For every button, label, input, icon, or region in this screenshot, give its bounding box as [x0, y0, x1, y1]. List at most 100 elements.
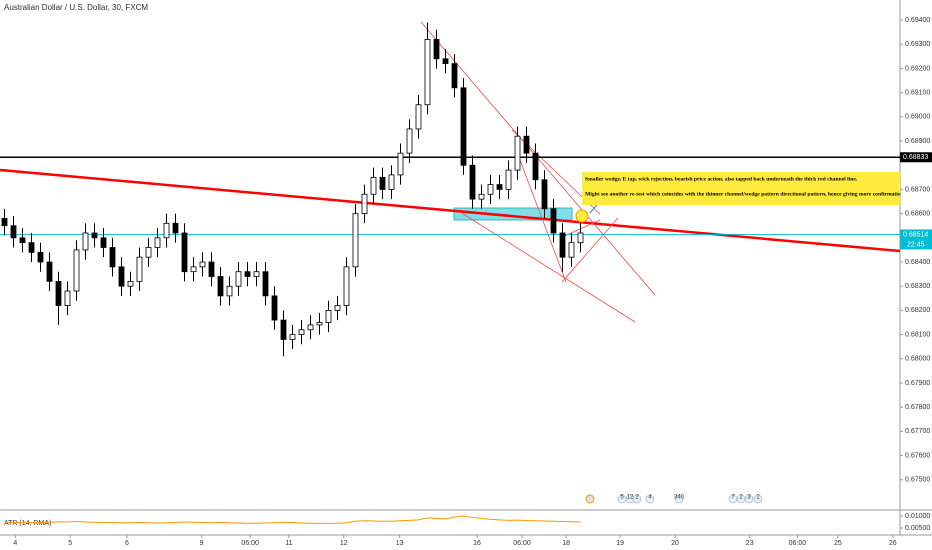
candle-body	[532, 152, 539, 181]
candle-body	[154, 237, 161, 248]
x-tick-label: 16	[473, 540, 481, 547]
candle-body	[64, 290, 71, 306]
y-tick-label: 0.00500	[905, 525, 930, 532]
y-tick-label: 0.68200	[905, 307, 930, 314]
event-icon	[585, 494, 595, 504]
candle-body	[172, 222, 179, 234]
event-label: 5	[620, 495, 624, 501]
candle-body	[109, 247, 116, 268]
annotation-text: Smaller wedge, E tap, wick rejection, be…	[585, 176, 858, 182]
candle-body	[262, 271, 269, 297]
event-label: 7	[731, 495, 735, 501]
candle-body	[469, 164, 476, 200]
event-label: 2	[635, 495, 639, 501]
event-label: 3	[747, 495, 751, 501]
candle-body	[523, 135, 530, 154]
candle-body	[496, 184, 503, 190]
annotation-text: Might see another re-test which coincide…	[585, 191, 901, 197]
price-label: 0.68514	[903, 231, 928, 238]
wedge-line	[561, 217, 619, 283]
x-tick-label: 23	[746, 540, 754, 547]
y-tick-label: 0.68000	[905, 356, 930, 363]
candle-body	[388, 174, 395, 190]
candle-body	[415, 104, 422, 130]
candle-body	[559, 232, 566, 258]
candle-body	[541, 179, 548, 210]
candle-body	[307, 324, 314, 331]
y-tick-label: 0.67500	[905, 477, 930, 484]
x-tick-label: 06:00	[789, 540, 807, 547]
candle-body	[361, 193, 368, 215]
y-tick-label: 0.69000	[905, 114, 930, 121]
y-tick-label: 0.68900	[905, 138, 930, 145]
candle-body	[100, 237, 107, 248]
y-tick-label: 0.69300	[905, 41, 930, 48]
x-tick-label: 06:00	[513, 540, 531, 547]
candle-body	[352, 213, 359, 268]
candle-body	[397, 152, 404, 176]
chart-title: Australian Dollar / U.S. Dollar, 30, FXC…	[4, 3, 148, 12]
candle-body	[91, 232, 98, 239]
zone	[453, 207, 573, 221]
indicator-line	[4, 515, 581, 524]
candle-body	[334, 305, 341, 311]
price-label-box	[900, 152, 932, 163]
event-label: 4	[648, 495, 652, 501]
wedge-line	[519, 159, 567, 283]
candle-body	[10, 225, 17, 239]
candle-body	[343, 266, 350, 306]
event-label: 2	[756, 495, 760, 501]
x-tick-label: 19	[616, 540, 624, 547]
candle-body	[163, 222, 170, 239]
candle-body	[298, 329, 305, 335]
candle-body	[271, 295, 278, 321]
candle-body	[442, 58, 449, 65]
event-label: 340	[674, 495, 685, 501]
y-tick-label: 0.69400	[905, 17, 930, 24]
price-time-label: 22:45	[907, 241, 925, 248]
trend-line	[0, 168, 901, 253]
candle-body	[568, 242, 575, 258]
x-tick-label: 06:00	[241, 540, 259, 547]
x-tick-label: 5	[68, 540, 72, 547]
y-tick-label: 0.68400	[905, 259, 930, 266]
y-tick-label: 0.69100	[905, 90, 930, 97]
candle-body	[316, 322, 323, 326]
candle-body	[136, 256, 143, 282]
candle-body	[433, 39, 440, 60]
event-icon	[674, 494, 684, 504]
x-tick-label: 13	[396, 540, 404, 547]
candle-body	[280, 319, 287, 340]
y-tick-label: 0.68100	[905, 331, 930, 338]
candle-body	[550, 208, 557, 234]
candle-body	[514, 135, 521, 171]
y-tick-label: 0.67900	[905, 380, 930, 387]
candle-body	[55, 280, 62, 306]
y-tick-label: 0.68600	[905, 210, 930, 217]
x-tick-label: 9	[200, 540, 204, 547]
candle-body	[190, 266, 197, 273]
candle-body	[370, 176, 377, 195]
y-tick-label: 0.68300	[905, 283, 930, 290]
candle-body	[46, 261, 53, 282]
candle-body	[199, 261, 206, 268]
candle-body	[478, 193, 485, 200]
event-icon	[632, 494, 642, 504]
y-tick-label: 0.67600	[905, 452, 930, 459]
candle-body	[19, 237, 26, 244]
drawings: Smaller wedge, E tap, wick rejection, be…	[0, 21, 901, 504]
candle-body	[208, 261, 215, 277]
candle-body	[226, 285, 233, 297]
event-label: 2	[739, 495, 743, 501]
x-tick-label: 26	[889, 540, 897, 547]
candle-body	[253, 271, 260, 277]
candle-body	[406, 128, 413, 154]
event-icon	[744, 494, 754, 504]
candle-body	[505, 169, 512, 190]
y-tick-label: 0.69200	[905, 65, 930, 72]
x-tick-label: 12	[340, 540, 348, 547]
candle-body	[577, 232, 584, 244]
candle-body	[451, 63, 458, 89]
